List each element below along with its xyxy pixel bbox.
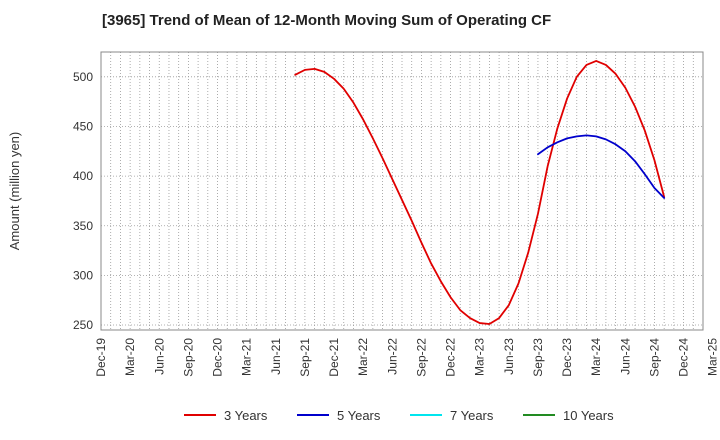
y-tick-labels: 250 300 350 400 450 500 xyxy=(73,70,93,332)
y-tick-label: 450 xyxy=(73,119,93,133)
x-tick-label: Mar-21 xyxy=(240,338,254,376)
legend: 3 Years 5 Years 7 Years 10 Years xyxy=(184,408,614,423)
x-tick-label: Sep-20 xyxy=(181,338,195,377)
x-tick-label: Mar-24 xyxy=(589,338,603,376)
x-tick-label: Sep-24 xyxy=(647,338,661,377)
chart-title: [3965] Trend of Mean of 12-Month Moving … xyxy=(102,12,552,29)
x-tick-label: Sep-21 xyxy=(298,338,312,377)
y-tick-label: 250 xyxy=(73,318,93,332)
x-tick-label: Dec-22 xyxy=(444,338,458,377)
x-tick-label: Jun-23 xyxy=(502,338,516,375)
x-tick-label: Sep-22 xyxy=(414,338,428,377)
x-tick-label: Jun-21 xyxy=(269,338,283,375)
x-tick-label: Mar-20 xyxy=(123,338,137,376)
x-tick-label: Dec-24 xyxy=(677,338,691,377)
legend-label-10-years: 10 Years xyxy=(563,408,614,423)
grid-layer xyxy=(101,52,703,330)
y-tick-label: 400 xyxy=(73,169,93,183)
y-tick-label: 350 xyxy=(73,219,93,233)
y-axis-label: Amount (million yen) xyxy=(7,132,22,251)
plot-frame xyxy=(100,51,704,331)
x-tick-label: Dec-19 xyxy=(94,338,108,377)
x-tick-label: Jun-24 xyxy=(618,338,632,375)
y-tick-label: 300 xyxy=(73,268,93,282)
x-tick-label: Dec-21 xyxy=(327,338,341,377)
series-line-3-years xyxy=(294,60,666,325)
x-tick-label: Dec-20 xyxy=(211,338,225,377)
x-tick-label: Mar-23 xyxy=(473,338,487,376)
legend-label-3-years: 3 Years xyxy=(224,408,268,423)
legend-label-5-years: 5 Years xyxy=(337,408,381,423)
series-line-5-years xyxy=(537,134,666,199)
x-tick-label: Sep-23 xyxy=(531,338,545,377)
x-tick-label: Mar-25 xyxy=(706,338,720,376)
x-tick-label: Jun-20 xyxy=(152,338,166,375)
x-tick-labels: Dec-19 Mar-20 Jun-20 Sep-20 Dec-20 Mar-21 Jun-… xyxy=(94,338,720,377)
x-tick-label: Dec-23 xyxy=(560,338,574,377)
series-layer xyxy=(294,60,666,325)
x-tick-label: Mar-22 xyxy=(356,338,370,376)
legend-label-7-years: 7 Years xyxy=(450,408,494,423)
y-tick-label: 500 xyxy=(73,70,93,84)
x-tick-label: Jun-22 xyxy=(385,338,399,375)
